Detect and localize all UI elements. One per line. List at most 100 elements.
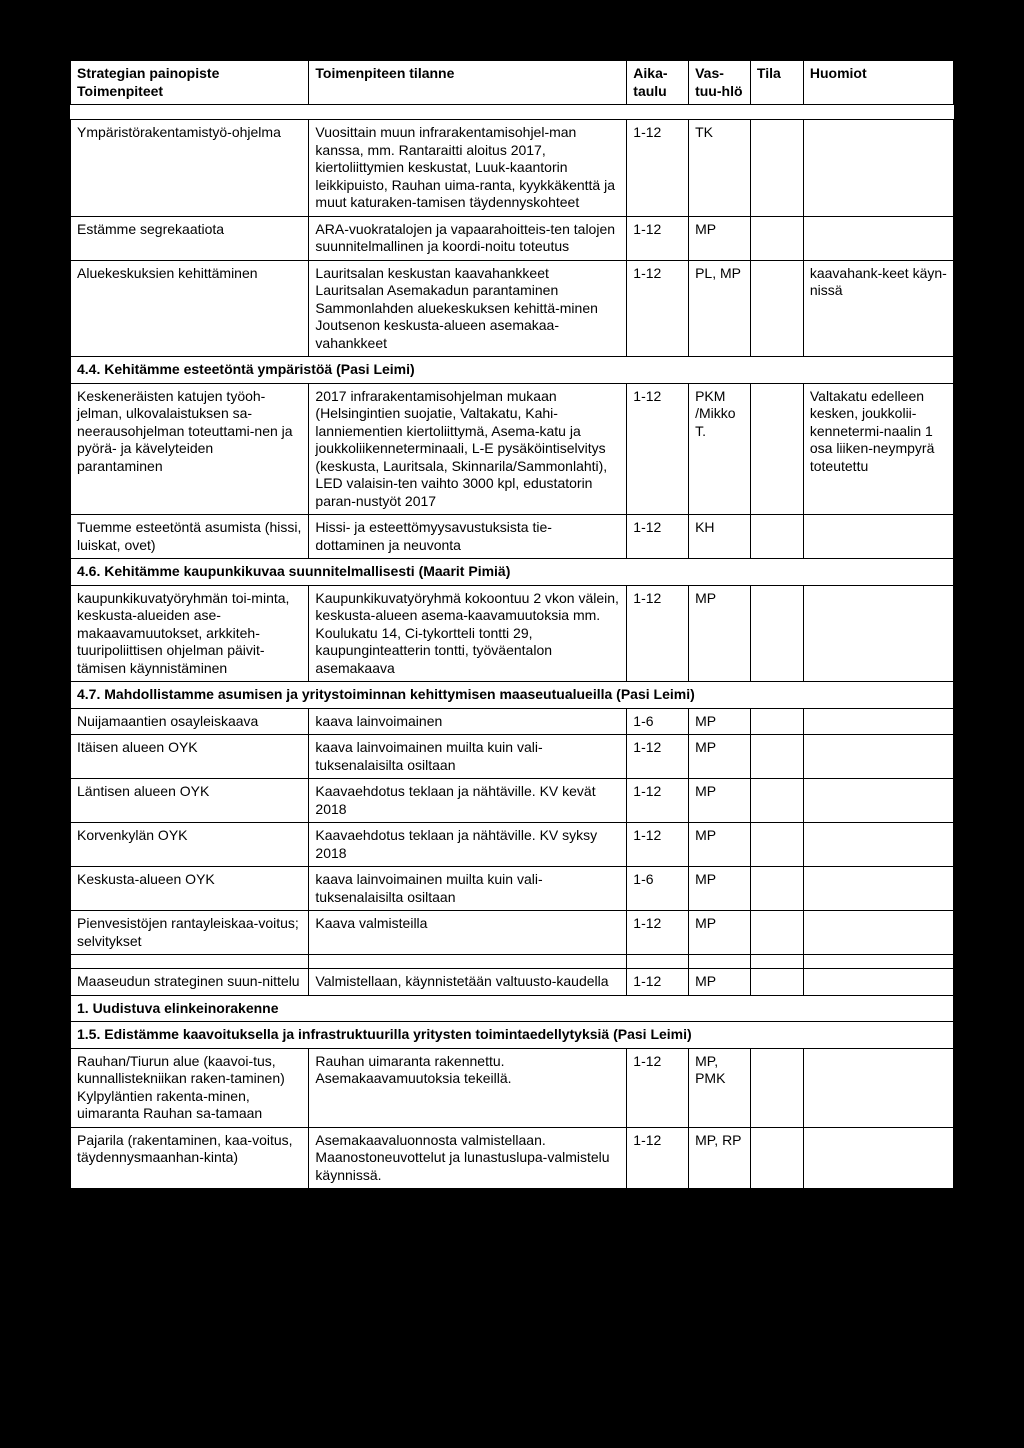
table-row: 1. Uudistuva elinkeinorakenne bbox=[71, 995, 954, 1022]
cell-c3: 1-12 bbox=[627, 969, 689, 996]
cell-c6 bbox=[803, 515, 953, 559]
cell-c1: Pajarila (rakentaminen, kaa-voitus, täyd… bbox=[71, 1127, 309, 1189]
cell-c2: 2017 infrarakentamisohjelman mukaan (Hel… bbox=[309, 383, 627, 515]
cell-c6 bbox=[803, 823, 953, 867]
gap-cell bbox=[627, 955, 689, 969]
cell-c1: Ympäristörakentamistyö-ohjelma bbox=[71, 120, 309, 217]
cell-c2: Kaupunkikuvatyöryhmä kokoontuu 2 vkon vä… bbox=[309, 585, 627, 682]
cell-c3: 1-6 bbox=[627, 708, 689, 735]
table-row: Ympäristörakentamistyö-ohjelmaVuosittain… bbox=[71, 120, 954, 217]
cell-c6 bbox=[803, 867, 953, 911]
cell-c6 bbox=[803, 120, 953, 217]
cell-c6 bbox=[803, 969, 953, 996]
cell-c4: PKM /Mikko T. bbox=[689, 383, 751, 515]
cell-c3: 1-12 bbox=[627, 585, 689, 682]
cell-c6 bbox=[803, 216, 953, 260]
cell-c4: MP bbox=[689, 735, 751, 779]
cell-c5 bbox=[750, 867, 803, 911]
table-row: Maaseudun strateginen suun-nitteluValmis… bbox=[71, 969, 954, 996]
cell-c3: 1-12 bbox=[627, 260, 689, 357]
table-row: Korvenkylän OYKKaavaehdotus teklaan ja n… bbox=[71, 823, 954, 867]
header-toimenpiteen: Toimenpiteen tilanne bbox=[309, 61, 627, 105]
cell-c2: kaava lainvoimainen muilta kuin vali-tuk… bbox=[309, 735, 627, 779]
cell-c3: 1-12 bbox=[627, 735, 689, 779]
header-table: Strategian painopiste Toimenpiteet Toime… bbox=[70, 60, 954, 105]
cell-c3: 1-12 bbox=[627, 120, 689, 217]
cell-c5 bbox=[750, 735, 803, 779]
gap-cell bbox=[750, 955, 803, 969]
cell-c3: 1-12 bbox=[627, 1048, 689, 1127]
table-row: Rauhan/Tiurun alue (kaavoi-tus, kunnalli… bbox=[71, 1048, 954, 1127]
cell-c5 bbox=[750, 515, 803, 559]
cell-c4: MP, RP bbox=[689, 1127, 751, 1189]
cell-c1: Pienvesistöjen rantayleiskaa-voitus; sel… bbox=[71, 911, 309, 955]
cell-c4: TK bbox=[689, 120, 751, 217]
section-heading: 4.4. Kehitämme esteetöntä ympäristöä (Pa… bbox=[71, 357, 954, 384]
cell-c1: Estämme segrekaatiota bbox=[71, 216, 309, 260]
table-row: 4.7. Mahdollistamme asumisen ja yritysto… bbox=[71, 682, 954, 709]
cell-c2: Asemakaavaluonnosta valmistellaan. Maano… bbox=[309, 1127, 627, 1189]
cell-c6 bbox=[803, 1048, 953, 1127]
cell-c3: 1-12 bbox=[627, 823, 689, 867]
cell-c1: Tuemme esteetöntä asumista (hissi, luisk… bbox=[71, 515, 309, 559]
cell-c2: Valmistellaan, käynnistetään valtuusto-k… bbox=[309, 969, 627, 996]
cell-c5 bbox=[750, 708, 803, 735]
cell-c4: MP bbox=[689, 911, 751, 955]
section-heading: 4.6. Kehitämme kaupunkikuvaa suunnitelma… bbox=[71, 559, 954, 586]
cell-c6: Valtakatu edelleen kesken, joukkolii-ken… bbox=[803, 383, 953, 515]
gap-cell bbox=[803, 955, 953, 969]
cell-c2: Hissi- ja esteettömyysavustuksista tie-d… bbox=[309, 515, 627, 559]
section-heading: 1. Uudistuva elinkeinorakenne bbox=[71, 995, 954, 1022]
cell-c2: ARA-vuokratalojen ja vapaarahoitteis-ten… bbox=[309, 216, 627, 260]
cell-c6: kaavahank-keet käyn-nissä bbox=[803, 260, 953, 357]
table-row: Läntisen alueen OYKKaavaehdotus teklaan … bbox=[71, 779, 954, 823]
table-row: Keskusta-alueen OYKkaava lainvoimainen m… bbox=[71, 867, 954, 911]
cell-c4: KH bbox=[689, 515, 751, 559]
cell-c4: MP bbox=[689, 969, 751, 996]
cell-c1: Itäisen alueen OYK bbox=[71, 735, 309, 779]
gap-cell bbox=[309, 955, 627, 969]
cell-c1: Korvenkylän OYK bbox=[71, 823, 309, 867]
cell-c3: 1-12 bbox=[627, 383, 689, 515]
header-tila: Tila bbox=[750, 61, 803, 105]
header-huomiot: Huomiot bbox=[803, 61, 953, 105]
cell-c4: PL, MP bbox=[689, 260, 751, 357]
cell-c2: kaava lainvoimainen muilta kuin vali-tuk… bbox=[309, 867, 627, 911]
table-row: Aluekeskuksien kehittäminenLauritsalan k… bbox=[71, 260, 954, 357]
cell-c5 bbox=[750, 260, 803, 357]
cell-c4: MP bbox=[689, 708, 751, 735]
cell-c5 bbox=[750, 585, 803, 682]
cell-c2: Kaavaehdotus teklaan ja nähtäville. KV k… bbox=[309, 779, 627, 823]
cell-c5 bbox=[750, 120, 803, 217]
cell-c1: Keskeneräisten katujen työoh-jelman, ulk… bbox=[71, 383, 309, 515]
cell-c4: MP bbox=[689, 867, 751, 911]
cell-c5 bbox=[750, 823, 803, 867]
cell-c6 bbox=[803, 708, 953, 735]
table-row: 4.6. Kehitämme kaupunkikuvaa suunnitelma… bbox=[71, 559, 954, 586]
cell-c3: 1-12 bbox=[627, 911, 689, 955]
cell-c2: Kaavaehdotus teklaan ja nähtäville. KV s… bbox=[309, 823, 627, 867]
cell-c1: Nuijamaantien osayleiskaava bbox=[71, 708, 309, 735]
header-vastuuhlo: Vas-tuu-hlö bbox=[689, 61, 751, 105]
cell-c3: 1-12 bbox=[627, 1127, 689, 1189]
cell-c1: Läntisen alueen OYK bbox=[71, 779, 309, 823]
section-heading: 1.5. Edistämme kaavoituksella ja infrast… bbox=[71, 1022, 954, 1049]
table-row: 1.5. Edistämme kaavoituksella ja infrast… bbox=[71, 1022, 954, 1049]
cell-c5 bbox=[750, 1127, 803, 1189]
cell-c2: Rauhan uimaranta rakennettu. Asemakaavam… bbox=[309, 1048, 627, 1127]
cell-c5 bbox=[750, 216, 803, 260]
cell-c5 bbox=[750, 779, 803, 823]
cell-c1: Aluekeskuksien kehittäminen bbox=[71, 260, 309, 357]
cell-c2: Vuosittain muun infrarakentamisohjel-man… bbox=[309, 120, 627, 217]
table-row: Itäisen alueen OYKkaava lainvoimainen mu… bbox=[71, 735, 954, 779]
cell-c6 bbox=[803, 779, 953, 823]
table-row: Nuijamaantien osayleiskaavakaava lainvoi… bbox=[71, 708, 954, 735]
table-row: Pajarila (rakentaminen, kaa-voitus, täyd… bbox=[71, 1127, 954, 1189]
table-row: Tuemme esteetöntä asumista (hissi, luisk… bbox=[71, 515, 954, 559]
cell-c1: Maaseudun strateginen suun-nittelu bbox=[71, 969, 309, 996]
cell-c1: Keskusta-alueen OYK bbox=[71, 867, 309, 911]
cell-c1: kaupunkikuvatyöryhmän toi-minta, keskust… bbox=[71, 585, 309, 682]
page-container: Strategian painopiste Toimenpiteet Toime… bbox=[0, 0, 1024, 1448]
table-row bbox=[71, 955, 954, 969]
cell-c2: kaava lainvoimainen bbox=[309, 708, 627, 735]
